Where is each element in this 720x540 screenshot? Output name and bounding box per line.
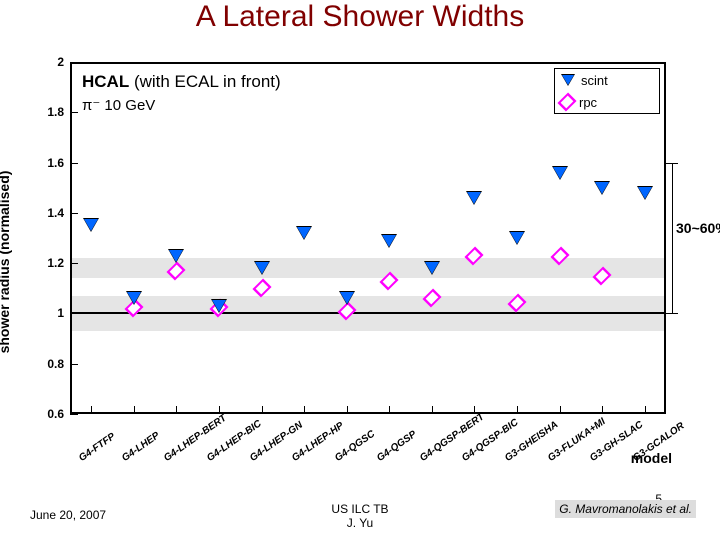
y-tick-label: 1.6 (34, 156, 64, 170)
data-point-scint (467, 192, 481, 204)
data-point-scint (127, 292, 141, 304)
data-point-scint (297, 227, 311, 239)
data-point-scint (340, 292, 354, 304)
chart-annotation-subtitle: π⁻ 10 GeV (82, 96, 155, 114)
data-point-scint (255, 262, 269, 274)
y-tick-label: 0.8 (34, 357, 64, 371)
legend-label: scint (581, 73, 608, 88)
y-tick-label: 1 (34, 306, 64, 320)
chart: shower radius (normalised) 0.60.811.21.4… (28, 62, 666, 462)
y-tick-label: 1.2 (34, 256, 64, 270)
y-tick-label: 1.4 (34, 206, 64, 220)
data-point-rpc (257, 281, 267, 295)
data-point-scint (84, 219, 98, 231)
data-point-rpc (384, 274, 394, 288)
slide: A Lateral Shower Widths shower radius (n… (0, 0, 720, 540)
legend-label: rpc (579, 95, 597, 110)
range-indicator-label: 30~60% (676, 220, 720, 236)
x-tick-label: G4-FTFP (77, 431, 117, 464)
y-tick-label: 2 (34, 55, 64, 69)
range-indicator-line (672, 163, 673, 314)
y-tick-label: 0.6 (34, 407, 64, 421)
legend-item-scint: scint (555, 69, 659, 91)
data-point-rpc (342, 304, 352, 318)
chart-annotation-title: HCAL (with ECAL in front) (82, 72, 281, 92)
legend-item-rpc: rpc (555, 91, 659, 113)
footer-date: June 20, 2007 (30, 508, 106, 522)
plot-area: 0.60.811.21.41.61.82 G4-FTFPG4-LHEPG4-LH… (70, 62, 666, 414)
x-axis-label: model (631, 450, 672, 466)
data-point-scint (425, 262, 439, 274)
legend: scint rpc (554, 68, 660, 114)
data-point-rpc (469, 249, 479, 263)
data-point-scint (510, 232, 524, 244)
slide-title: A Lateral Shower Widths (0, 0, 720, 33)
footer-center: US ILC TB J. Yu (331, 502, 388, 530)
footer-credit: G. Mavromanolakis et al. (555, 500, 696, 518)
data-point-scint (638, 187, 652, 199)
y-tick-label: 1.8 (34, 105, 64, 119)
data-point-rpc (171, 264, 181, 278)
data-point-scint (169, 250, 183, 262)
data-point-scint (595, 182, 609, 194)
y-axis-label: shower radius (normalised) (0, 171, 12, 354)
x-tick-label: G4-LHEP (120, 430, 162, 464)
data-point-rpc (555, 249, 565, 263)
x-tick-label: G4-QGSP (375, 429, 419, 464)
plot-frame (70, 62, 666, 414)
data-point-scint (212, 300, 226, 312)
data-point-scint (382, 235, 396, 247)
diamond-icon (557, 92, 576, 111)
data-point-rpc (597, 269, 607, 283)
data-point-scint (553, 167, 567, 179)
data-point-rpc (427, 291, 437, 305)
data-point-rpc (512, 296, 522, 310)
